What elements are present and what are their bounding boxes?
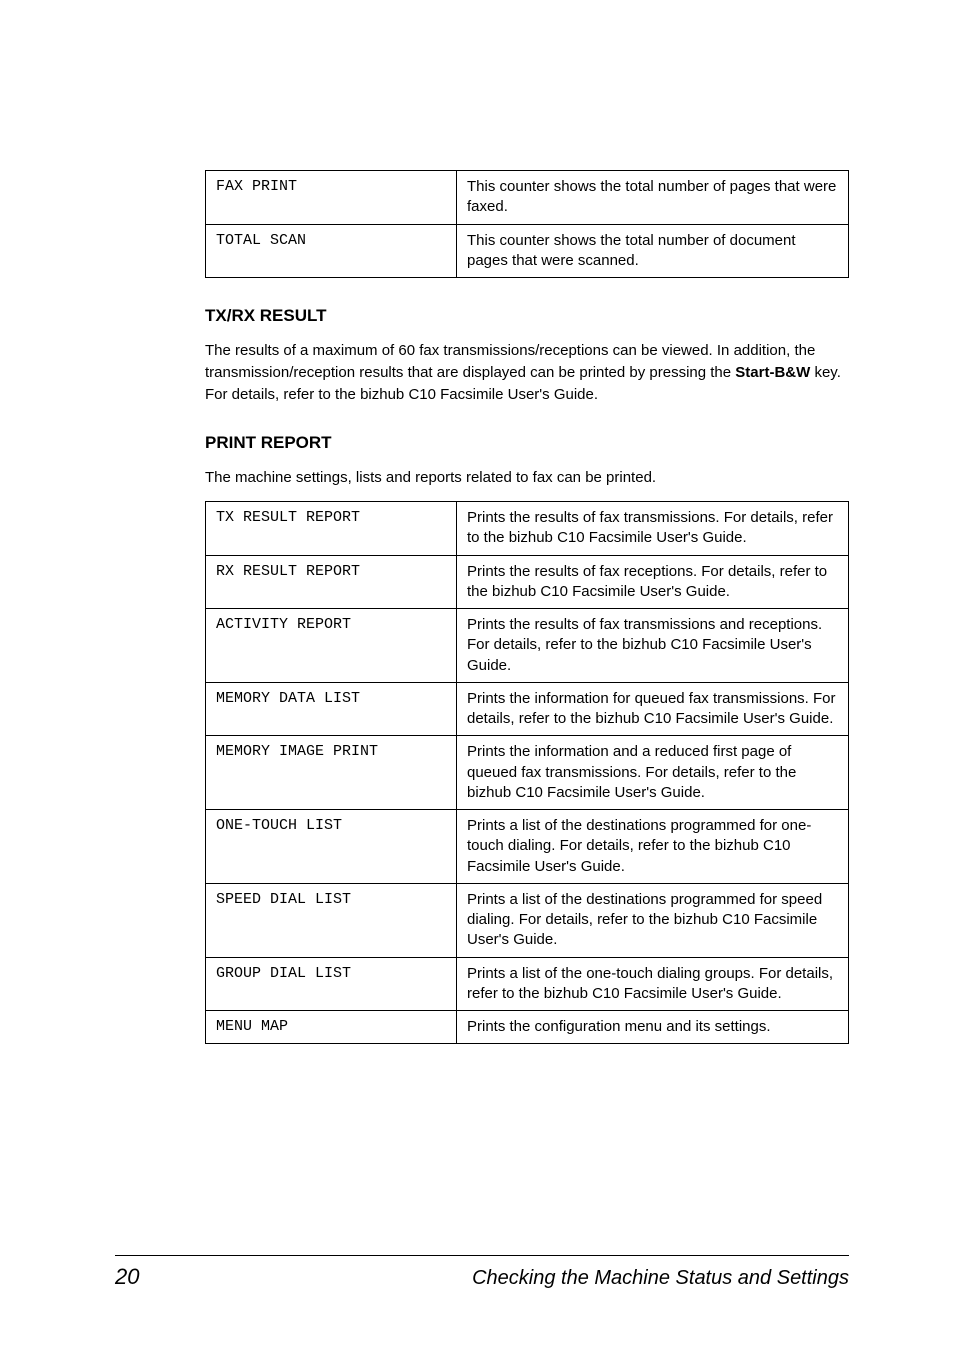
table-row: TOTAL SCANThis counter shows the total n… xyxy=(206,224,849,278)
table-cell-desc: This counter shows the total number of d… xyxy=(457,224,849,278)
table-row: SPEED DIAL LISTPrints a list of the dest… xyxy=(206,883,849,957)
print-report-heading: PRINT REPORT xyxy=(205,433,849,453)
table-row: MEMORY DATA LISTPrints the information f… xyxy=(206,682,849,736)
table-cell-desc: Prints the results of fax receptions. Fo… xyxy=(457,555,849,609)
table-cell-code: MENU MAP xyxy=(206,1011,457,1044)
page-number: 20 xyxy=(115,1264,139,1290)
table-cell-desc: Prints the information and a reduced fir… xyxy=(457,736,849,810)
table-cell-code: RX RESULT REPORT xyxy=(206,555,457,609)
footer-rule xyxy=(115,1255,849,1256)
print-report-table-body: TX RESULT REPORTPrints the results of fa… xyxy=(206,502,849,1044)
table-cell-code: TX RESULT REPORT xyxy=(206,502,457,556)
table-cell-desc: Prints a list of the destinations progra… xyxy=(457,883,849,957)
print-report-table: TX RESULT REPORTPrints the results of fa… xyxy=(205,501,849,1044)
txrx-para-bold: Start-B&W xyxy=(735,364,810,381)
print-report-paragraph: The machine settings, lists and reports … xyxy=(205,467,849,489)
table-row: MENU MAPPrints the configuration menu an… xyxy=(206,1011,849,1044)
table-cell-code: SPEED DIAL LIST xyxy=(206,883,457,957)
table-cell-desc: Prints the results of fax transmissions … xyxy=(457,609,849,683)
txrx-para-part1: The results of a maximum of 60 fax trans… xyxy=(205,342,815,381)
table-row: FAX PRINTThis counter shows the total nu… xyxy=(206,171,849,225)
table-cell-desc: Prints the information for queued fax tr… xyxy=(457,682,849,736)
table-row: ONE-TOUCH LISTPrints a list of the desti… xyxy=(206,810,849,884)
page-footer: 20 Checking the Machine Status and Setti… xyxy=(0,1255,954,1290)
table-cell-code: GROUP DIAL LIST xyxy=(206,957,457,1011)
page: FAX PRINTThis counter shows the total nu… xyxy=(0,0,954,1350)
txrx-paragraph: The results of a maximum of 60 fax trans… xyxy=(205,340,849,405)
table-cell-desc: Prints the results of fax transmissions.… xyxy=(457,502,849,556)
footer-line: 20 Checking the Machine Status and Setti… xyxy=(115,1264,849,1290)
table-cell-code: FAX PRINT xyxy=(206,171,457,225)
table-cell-code: TOTAL SCAN xyxy=(206,224,457,278)
table-cell-desc: Prints the configuration menu and its se… xyxy=(457,1011,849,1044)
table-cell-desc: Prints a list of the one-touch dialing g… xyxy=(457,957,849,1011)
table-cell-code: MEMORY IMAGE PRINT xyxy=(206,736,457,810)
table-row: GROUP DIAL LISTPrints a list of the one-… xyxy=(206,957,849,1011)
table-row: RX RESULT REPORTPrints the results of fa… xyxy=(206,555,849,609)
table-cell-code: ONE-TOUCH LIST xyxy=(206,810,457,884)
table-cell-code: ACTIVITY REPORT xyxy=(206,609,457,683)
table-row: MEMORY IMAGE PRINTPrints the information… xyxy=(206,736,849,810)
footer-title: Checking the Machine Status and Settings xyxy=(472,1267,849,1290)
txrx-heading: TX/RX RESULT xyxy=(205,306,849,326)
table-row: ACTIVITY REPORTPrints the results of fax… xyxy=(206,609,849,683)
table-cell-code: MEMORY DATA LIST xyxy=(206,682,457,736)
table-cell-desc: Prints a list of the destinations progra… xyxy=(457,810,849,884)
counter-table: FAX PRINTThis counter shows the total nu… xyxy=(205,170,849,278)
counter-table-body: FAX PRINTThis counter shows the total nu… xyxy=(206,171,849,278)
table-row: TX RESULT REPORTPrints the results of fa… xyxy=(206,502,849,556)
table-cell-desc: This counter shows the total number of p… xyxy=(457,171,849,225)
